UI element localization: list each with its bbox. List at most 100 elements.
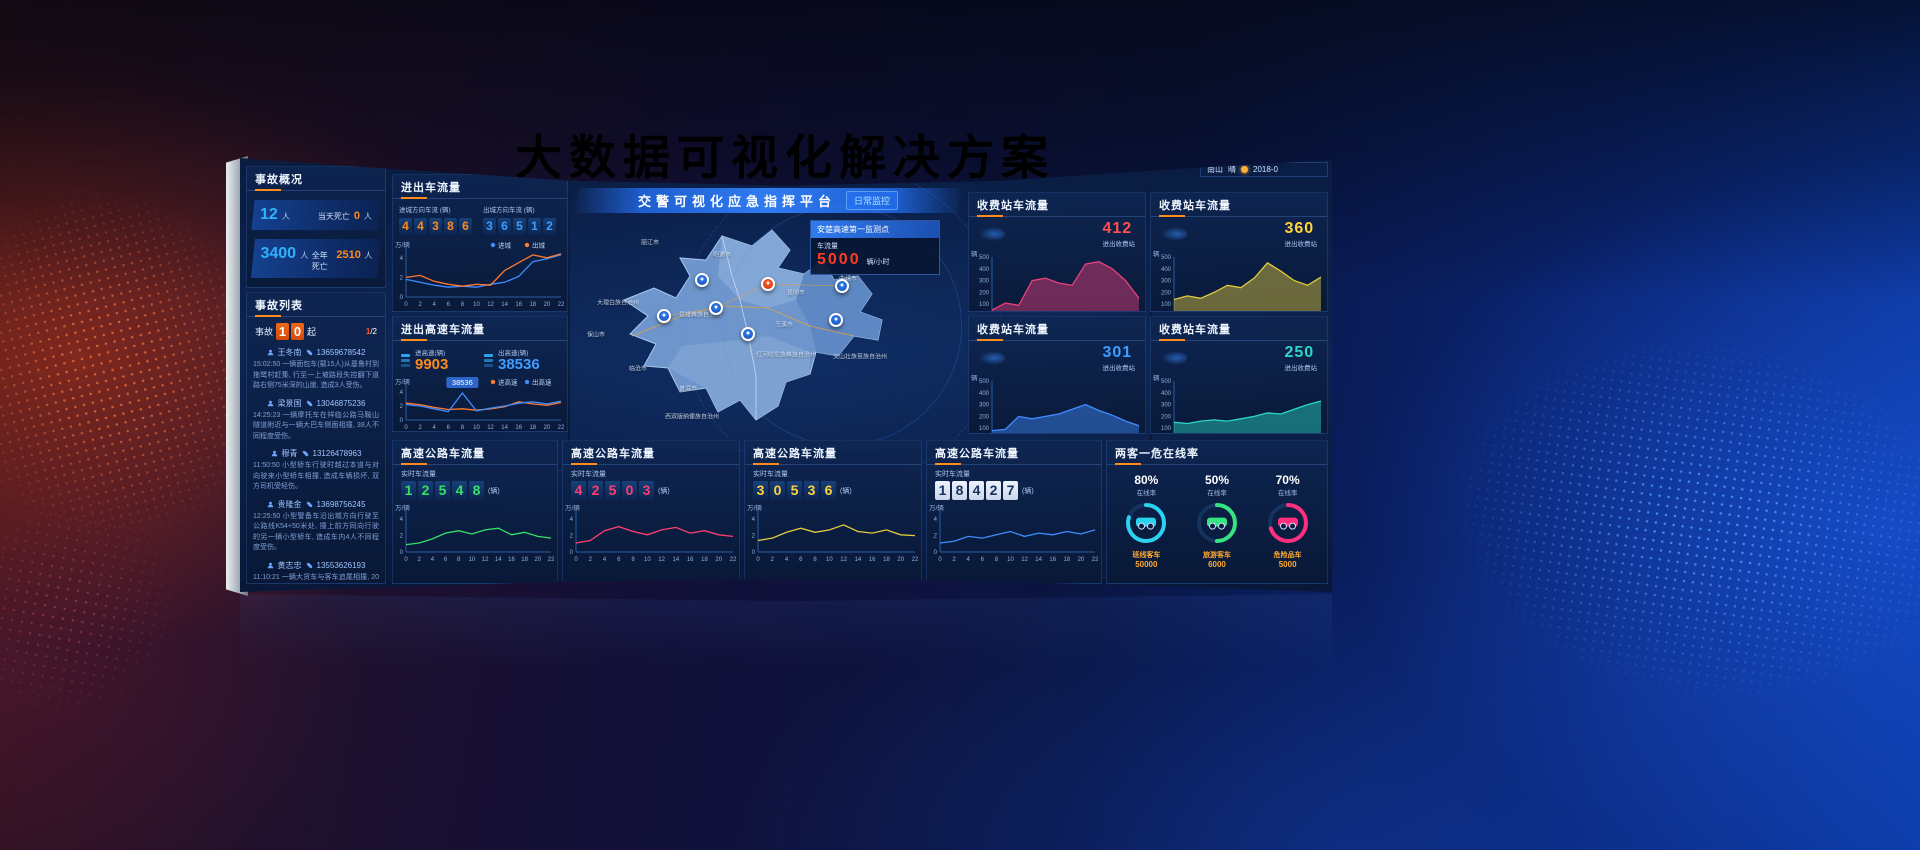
person-icon	[271, 450, 277, 457]
digit-box: 2	[418, 481, 433, 500]
gauge-percent: 80%	[1134, 473, 1159, 487]
svg-text:20: 20	[544, 425, 551, 431]
accident-desc: 11:50:50 小型轿车行驶时越过本道与对向驶来小型轿车相撞, 造成车辆损坏,…	[253, 462, 379, 490]
car-icon	[1206, 517, 1227, 530]
svg-text:20: 20	[544, 302, 551, 308]
stat-highlight: 2510	[335, 249, 361, 261]
svg-text:辆: 辆	[971, 249, 978, 258]
count-unit: (辆)	[840, 487, 852, 495]
digit-box: 8	[469, 481, 484, 500]
svg-text:300: 300	[979, 403, 990, 409]
accident-list-item[interactable]: 贵隆金 13698756245 12:25:50 小型警备车沿出城方向行驶至公路…	[253, 499, 379, 554]
svg-text:12: 12	[840, 557, 847, 563]
accident-list-item[interactable]: 黄志忠 13553626193 11:10:21 一辆大货车与客车追尾相撞, 2…	[253, 560, 379, 584]
svg-text:14: 14	[501, 302, 508, 308]
svg-text:4: 4	[570, 517, 574, 523]
map-label: 临沧市	[628, 366, 648, 373]
toll-chart-4: 辆01002003004005000246810121416182022	[1151, 372, 1327, 433]
realtime-label: 实时车流量	[935, 471, 970, 478]
panel-title: 收费站车流量	[1151, 317, 1327, 341]
svg-text:进高速: 进高速	[498, 377, 518, 386]
accident-desc: 14:25:23 一辆摩托车在祥临公路马鞍山隧道附近与一辆大巴车侧面相撞, 38…	[253, 411, 379, 440]
svg-text:4: 4	[400, 390, 404, 396]
digit-box: 5	[513, 218, 526, 235]
panel-title: 高速公路车流量	[927, 441, 1101, 465]
list-pager[interactable]: 1/2	[366, 327, 377, 336]
svg-text:500: 500	[979, 255, 990, 261]
stat-label: 全年死亡	[311, 251, 328, 271]
svg-text:100: 100	[979, 302, 990, 308]
accident-desc: 15:02:50 一辆面包车(载15人)从基鲁村到拖鹭村赶集, 行至一上坡路段失…	[253, 361, 379, 389]
svg-text:2: 2	[400, 534, 404, 540]
svg-text:4: 4	[433, 425, 437, 431]
swirl-decoration	[1161, 351, 1187, 365]
digit-box: 6	[498, 218, 511, 235]
pager-total: /2	[370, 327, 377, 336]
svg-text:0: 0	[400, 550, 404, 556]
count-unit: (辆)	[658, 487, 670, 495]
digit-box: 5	[435, 481, 450, 500]
map-pin[interactable]	[709, 301, 723, 315]
svg-text:14: 14	[501, 425, 508, 431]
highway-chart-3: 万/辆 0 2 4 0 2 4 6 8 10 12 14 16 18 20 22	[745, 502, 921, 564]
accident-list-item[interactable]: 梁景国 13046875236 14:25:23 一辆摩托车在祥临公路马鞍山隧道…	[253, 398, 379, 443]
map-tooltip-title: 安楚高速第一监测点	[811, 221, 939, 238]
stat-value: 12	[260, 206, 278, 223]
digit-box: 8	[444, 218, 457, 235]
screen-reflection	[240, 594, 1332, 684]
map-pin[interactable]	[657, 309, 671, 323]
digit-box: 4	[571, 481, 586, 500]
toll-sub: 进出收费站	[1102, 241, 1136, 248]
map-label: 楚雄彝族自治州	[678, 312, 722, 319]
accident-phone: 13126478963	[312, 449, 362, 458]
panel-title: 收费站车流量	[969, 317, 1145, 341]
panel-toll-3: 收费站车流量 301 进出收费站 辆0100200300400500024681…	[968, 316, 1146, 434]
svg-text:0: 0	[404, 425, 408, 431]
svg-text:万/辆: 万/辆	[395, 377, 410, 386]
panel-toll-4: 收费站车流量 250 进出收费站 辆0100200300400500024681…	[1150, 316, 1328, 434]
svg-text:12: 12	[1021, 557, 1028, 563]
map-label: 昆明市	[786, 290, 806, 297]
svg-text:18: 18	[1063, 557, 1070, 563]
svg-text:辆: 辆	[1153, 249, 1160, 258]
accident-list-item[interactable]: 王冬南 13659678542 15:02:50 一辆面包车(载15人)从基鲁村…	[253, 347, 379, 392]
accident-list-item[interactable]: 穆青 13126478963 11:50:50 小型轿车行驶时越过本道与对向驶来…	[253, 448, 379, 493]
accident-name: 梁景国	[277, 398, 302, 408]
svg-text:16: 16	[869, 557, 876, 563]
map-pin-alert[interactable]	[761, 277, 775, 291]
map-pin[interactable]	[829, 313, 843, 327]
svg-text:10: 10	[473, 302, 480, 308]
svg-text:20: 20	[534, 557, 541, 563]
svg-text:22: 22	[558, 302, 565, 308]
digit-box: 2	[588, 481, 603, 500]
highway-chart-1: 万/辆 0 2 4 0 2 4 6 8 10 12 14 16 18 20 22	[393, 502, 557, 564]
map-pin[interactable]	[835, 279, 849, 293]
svg-text:10: 10	[644, 557, 651, 563]
highway-chart-4: 万/辆 0 2 4 0 2 4 6 8 10 12 14 16 18 20 22	[927, 502, 1101, 564]
svg-text:20: 20	[897, 557, 904, 563]
accident-phone: 13553626193	[316, 560, 366, 570]
svg-text:辆: 辆	[1153, 373, 1160, 382]
svg-text:0: 0	[404, 302, 408, 308]
svg-text:22: 22	[1092, 557, 1099, 563]
gauge-bus: 80% 在线率 班线客车 50000	[1113, 473, 1179, 569]
svg-text:20: 20	[1078, 557, 1085, 563]
svg-text:18: 18	[883, 557, 890, 563]
svg-text:8: 8	[461, 425, 465, 431]
svg-text:16: 16	[515, 425, 522, 431]
digit-box: 4	[452, 481, 467, 500]
accident-name: 王冬南	[277, 348, 302, 357]
map-pin[interactable]	[695, 273, 709, 287]
accident-name: 穆青	[281, 449, 298, 458]
digit-box: 4	[399, 218, 412, 235]
svg-text:8: 8	[631, 557, 635, 563]
map-pin[interactable]	[741, 327, 755, 341]
outcity-label: 出城方向车流 (辆)	[483, 207, 535, 214]
count-unit: (辆)	[488, 487, 500, 495]
